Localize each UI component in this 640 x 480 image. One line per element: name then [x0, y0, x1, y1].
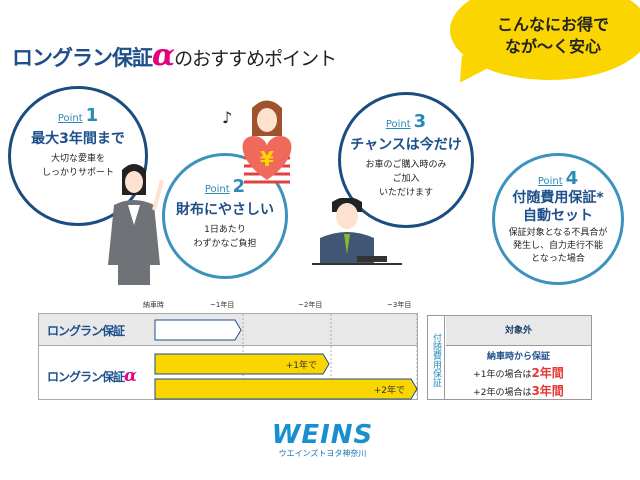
point-label: Point: [204, 184, 230, 195]
incidental-cost-table: 付随費用保証 対象外 納車時から保証 +1年の場合は2年間 +2年の場合は3年間: [427, 315, 592, 400]
coverage-bar: [154, 319, 242, 341]
coverage-bar: [154, 378, 418, 400]
bubble-line: こんなにお得で: [496, 15, 609, 34]
point-heading: チャンスは今だけ: [350, 137, 462, 153]
point-text: いただけます: [378, 188, 433, 198]
point-heading: 財布にやさしい: [176, 202, 274, 218]
point-heading: 自動セット: [523, 208, 593, 224]
not-covered-label: 対象外: [446, 316, 591, 346]
page-title: ロングラン保証αのおすすめポイント: [12, 38, 337, 73]
point-text: 保証対象となる不具合が: [508, 228, 608, 238]
row-label-standard: ロングラン保証: [47, 324, 125, 338]
point-4-circle: Point 4 付随費用保証* 自動セット 保証対象となる不具合が 発生し、自力走行不…: [492, 153, 624, 285]
point-text: お車のご購入時のみ: [365, 160, 447, 170]
point-text: ご加入: [392, 174, 420, 184]
side-line: +2年の場合は: [473, 388, 532, 398]
tick-label: ~3年目: [387, 301, 412, 309]
point-number: 4: [565, 168, 579, 189]
side-emphasis: 3年間: [531, 384, 564, 398]
point-label: Point: [57, 113, 83, 124]
bar-label: +1年で: [286, 359, 317, 371]
alpha-mark: α: [124, 366, 137, 386]
businesswoman-illustration: [108, 164, 164, 285]
side-lead: 納車時から保証: [486, 352, 550, 362]
alpha-mark: α: [152, 38, 175, 73]
logo-main: WEINS: [271, 420, 374, 450]
point-label: Point: [537, 176, 563, 187]
bar-label: +2年で: [374, 384, 405, 396]
timeline-frame: ロングラン保証 ロングラン保証α +1年で +2年で: [38, 313, 418, 401]
bubble-text: こんなにお得で なが〜く安心: [478, 14, 628, 58]
point-number: 2: [232, 176, 246, 197]
point-number: 1: [85, 105, 99, 126]
point-text: 1日あたり: [204, 225, 246, 235]
point-heading: 付随費用保証*: [512, 190, 604, 206]
side-emphasis: 2年間: [531, 366, 564, 380]
woman-with-heart-illustration: ¥: [242, 100, 292, 184]
tick-label: 納車時: [143, 301, 164, 309]
row-label-alpha: ロングラン保証: [47, 370, 125, 384]
point-text: しっかりサポート: [41, 168, 114, 178]
point-text: 大切な愛車を: [50, 154, 105, 164]
yen-icon: ¥: [260, 147, 274, 171]
tick-label: ~1年目: [210, 301, 235, 309]
weins-logo: WEINS ウエインズトヨタ神奈川: [265, 420, 380, 459]
businessman-illustration: [312, 198, 402, 265]
side-line: +1年の場合は: [473, 370, 532, 380]
point-label: Point: [385, 119, 411, 130]
bars: +1年で +2年で: [154, 314, 418, 401]
point-heading: 最大3年間まで: [31, 131, 125, 147]
point-number: 3: [413, 111, 427, 132]
point-text: わずかなご負担: [193, 239, 257, 249]
point-text: 発生し、自力走行不能: [512, 241, 603, 251]
vertical-label: 付随費用保証: [428, 316, 445, 399]
coverage-timeline: 納車時 ~1年目 ~2年目 ~3年目 ロングラン保証 ロングラン保証α +1年で…: [35, 300, 420, 401]
logo-sub: ウエインズトヨタ神奈川: [278, 449, 367, 458]
title-rest: のおすすめポイント: [174, 48, 337, 70]
bubble-line: なが〜く安心: [504, 37, 601, 56]
music-note-icon: ♪: [222, 108, 233, 127]
brand-name: ロングラン保証: [12, 46, 153, 70]
coverage-bar: [154, 353, 330, 375]
speech-bubble: [450, 0, 640, 80]
point-text: となった場合: [531, 254, 585, 264]
tick-label: ~2年目: [298, 301, 323, 309]
